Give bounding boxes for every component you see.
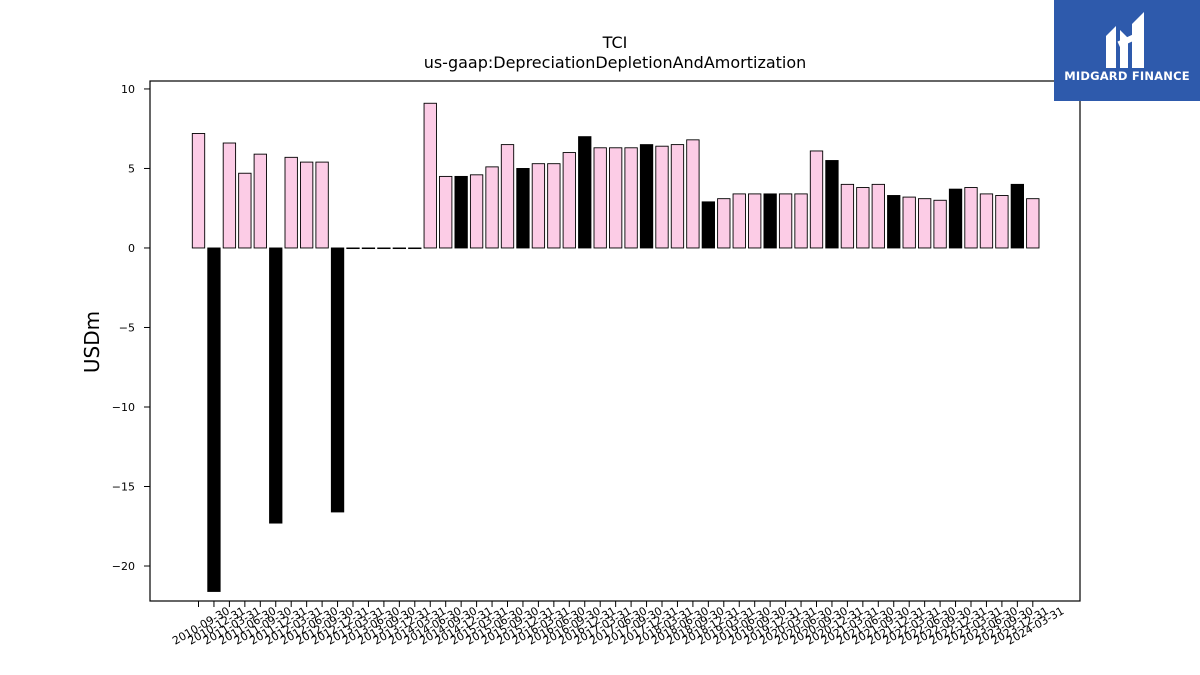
bar bbox=[191, 133, 206, 249]
bar bbox=[346, 247, 360, 250]
chart-subtitle: us-gaap:DepreciationDepletionAndAmortiza… bbox=[424, 53, 807, 72]
bar bbox=[639, 144, 654, 249]
bar bbox=[840, 183, 855, 249]
midgard-logo: MIDGARD FINANCE bbox=[1054, 0, 1200, 101]
bar bbox=[207, 247, 221, 592]
bar bbox=[763, 193, 777, 249]
bar bbox=[330, 247, 345, 513]
bar bbox=[392, 247, 406, 250]
bar bbox=[655, 145, 669, 249]
bar bbox=[732, 193, 746, 249]
bar bbox=[500, 144, 515, 249]
bar bbox=[918, 198, 932, 249]
bar bbox=[825, 160, 839, 249]
bar bbox=[531, 163, 546, 249]
bar bbox=[284, 156, 298, 249]
x-axis: 2010-09-302010-12-312011-03-312011-06-30… bbox=[170, 601, 1066, 648]
y-tick-label: 0 bbox=[128, 242, 135, 255]
bar bbox=[964, 187, 978, 249]
bar bbox=[423, 102, 437, 249]
bar bbox=[995, 195, 1009, 249]
bar bbox=[701, 201, 716, 249]
bar bbox=[887, 195, 901, 249]
y-tick-label: −5 bbox=[119, 321, 135, 334]
bar bbox=[485, 166, 499, 249]
plot-frame bbox=[149, 80, 1081, 602]
logo-text: MIDGARD FINANCE bbox=[1064, 69, 1190, 83]
bar bbox=[578, 136, 592, 249]
bar bbox=[315, 161, 329, 249]
y-tick-label: −15 bbox=[112, 481, 135, 494]
bar bbox=[222, 142, 237, 249]
bar bbox=[902, 196, 916, 249]
bar bbox=[948, 188, 963, 249]
y-axis: 10 5 0 −5 −10 −15 −20 bbox=[112, 83, 150, 573]
bar bbox=[269, 247, 283, 524]
y-tick-label: 5 bbox=[128, 162, 135, 175]
bar bbox=[253, 153, 267, 249]
y-tick-label: 10 bbox=[121, 83, 135, 96]
bar bbox=[1010, 183, 1025, 249]
bar bbox=[871, 183, 885, 249]
bar bbox=[686, 139, 700, 249]
y-axis-label: USDm bbox=[80, 311, 104, 373]
bar bbox=[778, 193, 793, 249]
bar bbox=[624, 147, 638, 249]
bar bbox=[562, 152, 576, 249]
bar bbox=[439, 175, 453, 249]
bars bbox=[191, 102, 1040, 592]
bar bbox=[856, 187, 870, 249]
y-tick-label: −10 bbox=[112, 401, 135, 414]
bar bbox=[717, 198, 731, 249]
bar bbox=[469, 174, 484, 249]
bar bbox=[979, 193, 994, 249]
bar bbox=[1026, 198, 1040, 249]
bar bbox=[547, 163, 561, 249]
bar bbox=[361, 247, 376, 250]
bar bbox=[933, 199, 947, 249]
chart-title: TCI bbox=[602, 33, 628, 52]
bar bbox=[238, 172, 252, 249]
bar bbox=[408, 247, 422, 250]
bar bbox=[794, 193, 808, 249]
y-tick-label: −20 bbox=[112, 560, 135, 573]
bar bbox=[809, 150, 824, 249]
bar bbox=[748, 193, 762, 249]
bar bbox=[300, 161, 314, 249]
bar bbox=[377, 247, 391, 250]
bar bbox=[516, 168, 530, 249]
bar bbox=[454, 175, 468, 249]
bar bbox=[670, 144, 685, 249]
bar bbox=[609, 147, 623, 249]
midgard-logo-icon bbox=[1106, 12, 1144, 68]
bar bbox=[593, 147, 607, 249]
